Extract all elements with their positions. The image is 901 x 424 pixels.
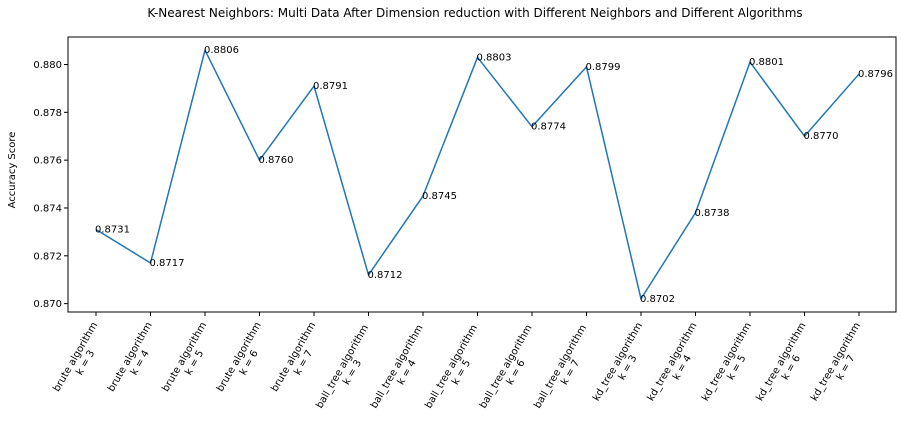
y-tick-label: 0.874 (33, 203, 62, 214)
data-label: 0.8791 (313, 81, 348, 92)
x-tick-label: kd_tree algorithmk = 4 (646, 321, 710, 409)
x-tick-label: brute algorithmk = 3 (51, 320, 110, 399)
data-label: 0.8796 (858, 69, 893, 80)
data-label: 0.8760 (259, 155, 294, 166)
chart-title: K-Nearest Neighbors: Multi Data After Di… (147, 6, 802, 20)
x-tick-label: kd_tree algorithmk = 7 (809, 321, 873, 409)
x-tick-label-line1: ball_tree algorithm (532, 323, 589, 410)
data-label: 0.8801 (749, 57, 784, 68)
x-tick-label: brute algorithmk = 5 (160, 320, 219, 399)
series-line (95, 49, 860, 300)
y-tick-label: 0.870 (33, 299, 62, 310)
y-axis-label: Accuracy Score (7, 132, 18, 209)
data-label: 0.8717 (150, 258, 185, 269)
y-tick-label: 0.878 (33, 108, 62, 119)
data-label: 0.8702 (640, 294, 675, 305)
data-label: 0.8774 (531, 122, 566, 133)
data-label: 0.8712 (368, 270, 403, 281)
x-tick-label: ball_tree algorithmk = 7 (532, 323, 599, 416)
plot-area: 0.870 0.872 0.874 0.876 0.878 0.880 brute algo… (33, 36, 897, 416)
plot-frame (67, 36, 897, 313)
x-tick-label: kd_tree algorithmk = 6 (755, 321, 819, 409)
y-tick-label: 0.880 (33, 60, 62, 71)
data-label: 0.8731 (95, 225, 130, 236)
data-label: 0.8806 (204, 45, 239, 56)
x-tick-label: brute algorithmk = 6 (215, 320, 274, 399)
data-label: 0.8745 (422, 191, 457, 202)
y-tick-label: 0.876 (33, 156, 62, 167)
data-label: 0.8738 (695, 208, 730, 219)
data-label: 0.8803 (477, 52, 512, 63)
x-tick-label-line1: ball_tree algorithm (478, 323, 535, 410)
x-tick-label: brute algorithmk = 7 (269, 320, 328, 399)
x-tick-label: kd_tree algorithmk = 3 (591, 321, 655, 409)
x-tick-label-line1: ball_tree algorithm (369, 323, 426, 410)
data-label: 0.8799 (586, 62, 621, 73)
y-tick-label: 0.872 (33, 251, 62, 262)
data-label: 0.8770 (804, 131, 839, 142)
x-tick-label: kd_tree algorithmk = 5 (700, 321, 764, 409)
x-tick-label-line1: ball_tree algorithm (423, 323, 480, 410)
x-tick-label-line1: ball_tree algorithm (314, 323, 371, 410)
x-tick-label: brute algorithmk = 4 (106, 320, 165, 399)
